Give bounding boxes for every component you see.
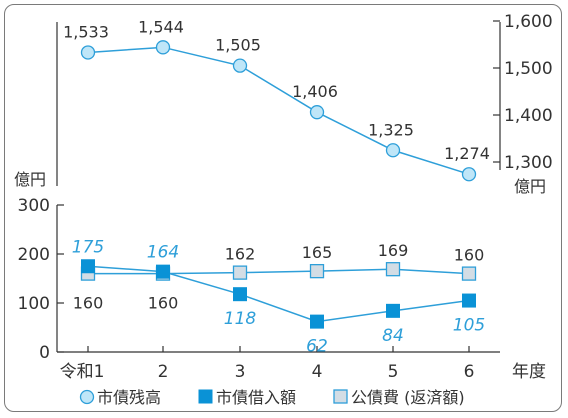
borrowing-point: [462, 293, 476, 308]
borrowing-point: [233, 287, 247, 302]
bottom-y-unit-label: 億円: [14, 170, 46, 189]
legend-balance-marker: [79, 389, 95, 405]
x-axis-ticks: 令和1 2 3 4 5 6: [60, 346, 475, 382]
top-y-tick-label: 1,300: [504, 153, 553, 173]
legend-repay-label: 公債費 (返済額): [351, 388, 465, 407]
repayment-point: [309, 263, 325, 279]
x-tick-label: 5: [388, 362, 399, 382]
balance-value-label: 1,505: [215, 36, 261, 55]
legend-borrow-marker: [198, 389, 213, 404]
balance-value-label: 1,325: [368, 120, 414, 139]
borrowing-point: [156, 264, 170, 279]
repayment-point: [385, 262, 401, 277]
borrowing-point: [81, 259, 95, 274]
x-tick-label: 4: [312, 362, 323, 382]
borrowing-line: [87, 265, 470, 323]
borrowing-value-label: 118: [224, 309, 257, 329]
balance-point: [385, 143, 401, 158]
balance-value-label: 1,544: [138, 17, 184, 36]
x-tick-label: 6: [464, 362, 475, 382]
top-right-axis-ticks: 1,600 1,500 1,400 1,300: [493, 12, 553, 173]
x-tick-label: 2: [158, 362, 169, 382]
borrowing-value-label: 164: [147, 243, 179, 263]
repayment-line: [88, 268, 470, 275]
borrowing-value-label: 84: [382, 326, 404, 346]
balance-line: [87, 46, 470, 175]
repayment-value-label: 165: [302, 243, 333, 262]
legend-borrow-label: 市債借入額: [216, 388, 296, 407]
x-tick-label: 令和1: [60, 362, 105, 382]
bottom-y-tick-label: 300: [18, 196, 50, 216]
balance-point: [232, 58, 248, 73]
repayment-value-label: 162: [225, 245, 256, 264]
borrowing-point: [310, 314, 324, 329]
legend-balance-label: 市債残高: [97, 388, 161, 407]
legend: 市債残高 市債借入額 公債費 (返済額): [79, 388, 465, 407]
repayment-point: [461, 266, 477, 281]
top-y-tick-label: 1,400: [504, 106, 553, 126]
repayment-value-label: 160: [148, 294, 179, 313]
borrowing-value-label: 62: [306, 337, 328, 357]
repayment-value-label: 160: [454, 246, 485, 265]
borrowing-series: 175 164 118 62 84 105: [72, 237, 485, 356]
top-y-tick-label: 1,500: [504, 59, 553, 79]
bottom-y-tick-label: 200: [18, 245, 50, 265]
bottom-y-tick-label: 100: [18, 294, 50, 314]
repayment-series: 160 160 162 165 169 160: [73, 241, 485, 312]
repayment-point: [232, 265, 248, 280]
balance-value-label: 1,533: [63, 22, 109, 41]
borrowing-value-label: 105: [453, 316, 485, 336]
balance-point: [309, 105, 325, 120]
bottom-y-tick-label: 0: [39, 343, 50, 363]
repayment-value-label: 169: [378, 241, 409, 260]
repayment-value-label: 160: [73, 294, 104, 313]
balance-value-label: 1,406: [292, 82, 338, 101]
balance-value-label: 1,274: [444, 144, 490, 163]
legend-repay-marker: [333, 389, 348, 404]
balance-series: 1,533 1,544 1,505 1,406 1,325 1,274: [63, 17, 490, 182]
chart-frame: [4, 4, 562, 412]
bottom-y-axis-ticks: 0 100 200 300: [18, 196, 64, 363]
x-tick-label: 3: [235, 362, 246, 382]
balance-point: [80, 45, 96, 60]
balance-point: [461, 167, 477, 182]
borrowing-value-label: 175: [72, 237, 104, 257]
top-y-tick-label: 1,600: [504, 12, 553, 32]
borrowing-point: [386, 303, 400, 318]
top-y-unit-label: 億円: [514, 177, 546, 196]
x-axis-label: 年度: [512, 362, 546, 382]
balance-point: [155, 40, 171, 55]
